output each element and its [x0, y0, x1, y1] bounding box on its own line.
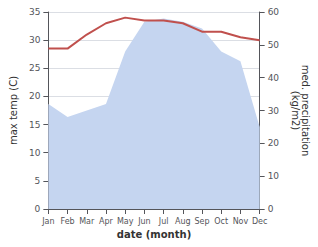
svg-text:60: 60: [268, 7, 280, 17]
svg-text:Dec: Dec: [252, 217, 267, 226]
svg-text:40: 40: [268, 73, 280, 83]
svg-text:Apr: Apr: [99, 217, 114, 226]
svg-text:30: 30: [268, 106, 280, 116]
svg-text:Sep: Sep: [194, 217, 209, 226]
svg-text:Oct: Oct: [214, 217, 228, 226]
svg-text:Jun: Jun: [137, 217, 151, 226]
svg-text:med. precipitation: med. precipitation: [299, 64, 311, 157]
svg-text:5: 5: [35, 176, 41, 186]
svg-text:Mar: Mar: [79, 217, 95, 226]
svg-text:(kg/m2): (kg/m2): [290, 91, 301, 131]
svg-text:Nov: Nov: [233, 217, 249, 226]
svg-text:Jan: Jan: [41, 217, 54, 226]
svg-text:Jul: Jul: [158, 217, 169, 226]
svg-text:0: 0: [35, 204, 41, 214]
svg-text:20: 20: [29, 91, 41, 101]
svg-text:May: May: [117, 217, 134, 226]
svg-text:0: 0: [268, 204, 274, 214]
svg-text:10: 10: [29, 148, 41, 158]
svg-text:35: 35: [29, 7, 40, 17]
svg-text:max temp (C): max temp (C): [8, 76, 19, 145]
svg-text:Aug: Aug: [175, 217, 191, 226]
svg-text:30: 30: [29, 35, 41, 45]
svg-text:25: 25: [29, 63, 40, 73]
svg-text:10: 10: [268, 171, 280, 181]
svg-text:15: 15: [29, 120, 40, 130]
svg-text:date (month): date (month): [117, 229, 191, 240]
svg-text:Feb: Feb: [60, 217, 74, 226]
svg-text:20: 20: [268, 138, 280, 148]
svg-text:50: 50: [268, 40, 280, 50]
